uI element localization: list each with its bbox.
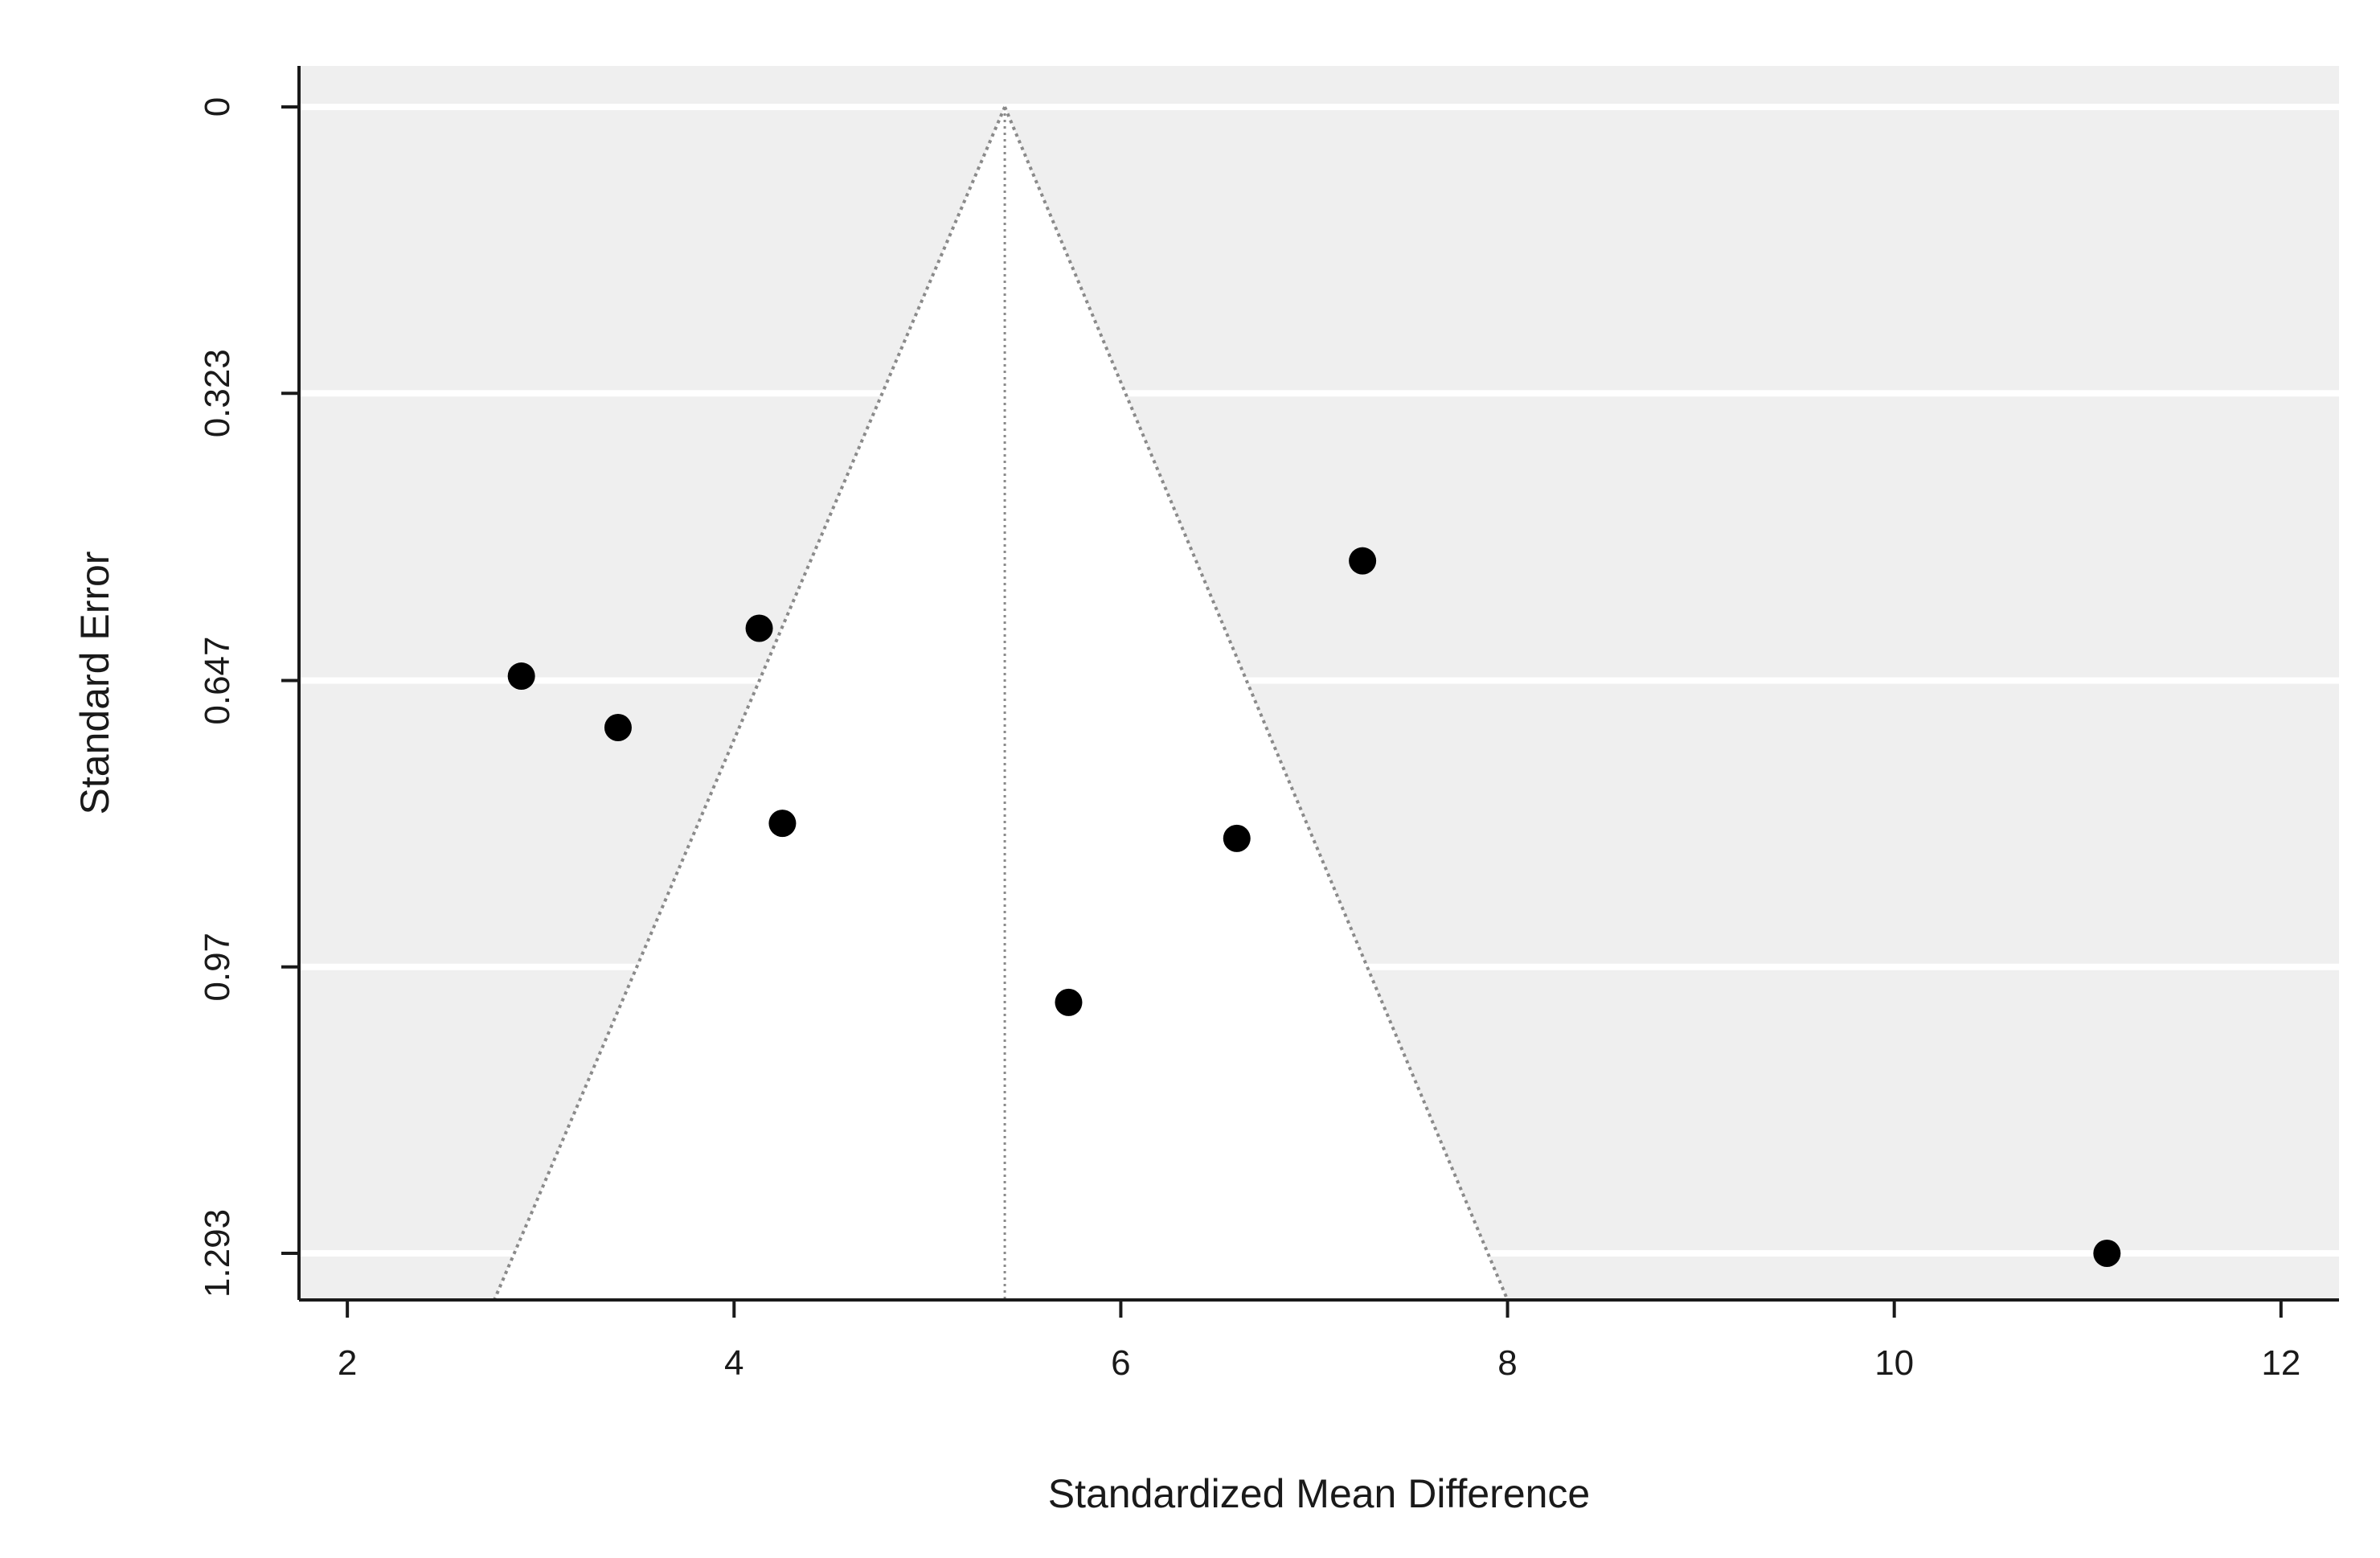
y-axis-ticks: 0 0.323 0.647 0.97 1.293 [198,97,299,1298]
funnel-right-boundary [1003,106,1510,1301]
study-points [507,547,2121,1267]
y-tick-label-4: 1.293 [198,1209,237,1298]
study-point-6 [1223,824,1251,852]
x-tick-label-8: 8 [1497,1343,1517,1383]
x-tick-label-10: 10 [1874,1343,1914,1383]
study-point-1 [507,662,535,691]
y-tick-label-1: 0.323 [198,349,237,437]
y-tick-label-0: 0 [198,97,237,117]
x-tick-label-12: 12 [2261,1343,2300,1383]
y-tick-label-2: 0.647 [198,636,237,724]
study-point-2 [604,714,632,742]
x-tick-label-4: 4 [724,1343,743,1383]
y-axis-title: Standard Error [72,551,117,815]
study-point-3 [745,614,773,642]
x-tick-label-2: 2 [338,1343,357,1383]
study-point-5 [1055,988,1083,1016]
x-tick-label-6: 6 [1111,1343,1130,1383]
x-axis-ticks: 2 4 6 8 10 12 [338,1300,2300,1383]
funnel-region [494,107,1508,1300]
x-axis-title: Standardized Mean Difference [1048,1471,1591,1516]
study-point-8 [2093,1240,2121,1267]
study-point-4 [768,810,797,838]
y-tick-label-3: 0.97 [198,933,237,1002]
study-point-7 [1349,547,1377,575]
